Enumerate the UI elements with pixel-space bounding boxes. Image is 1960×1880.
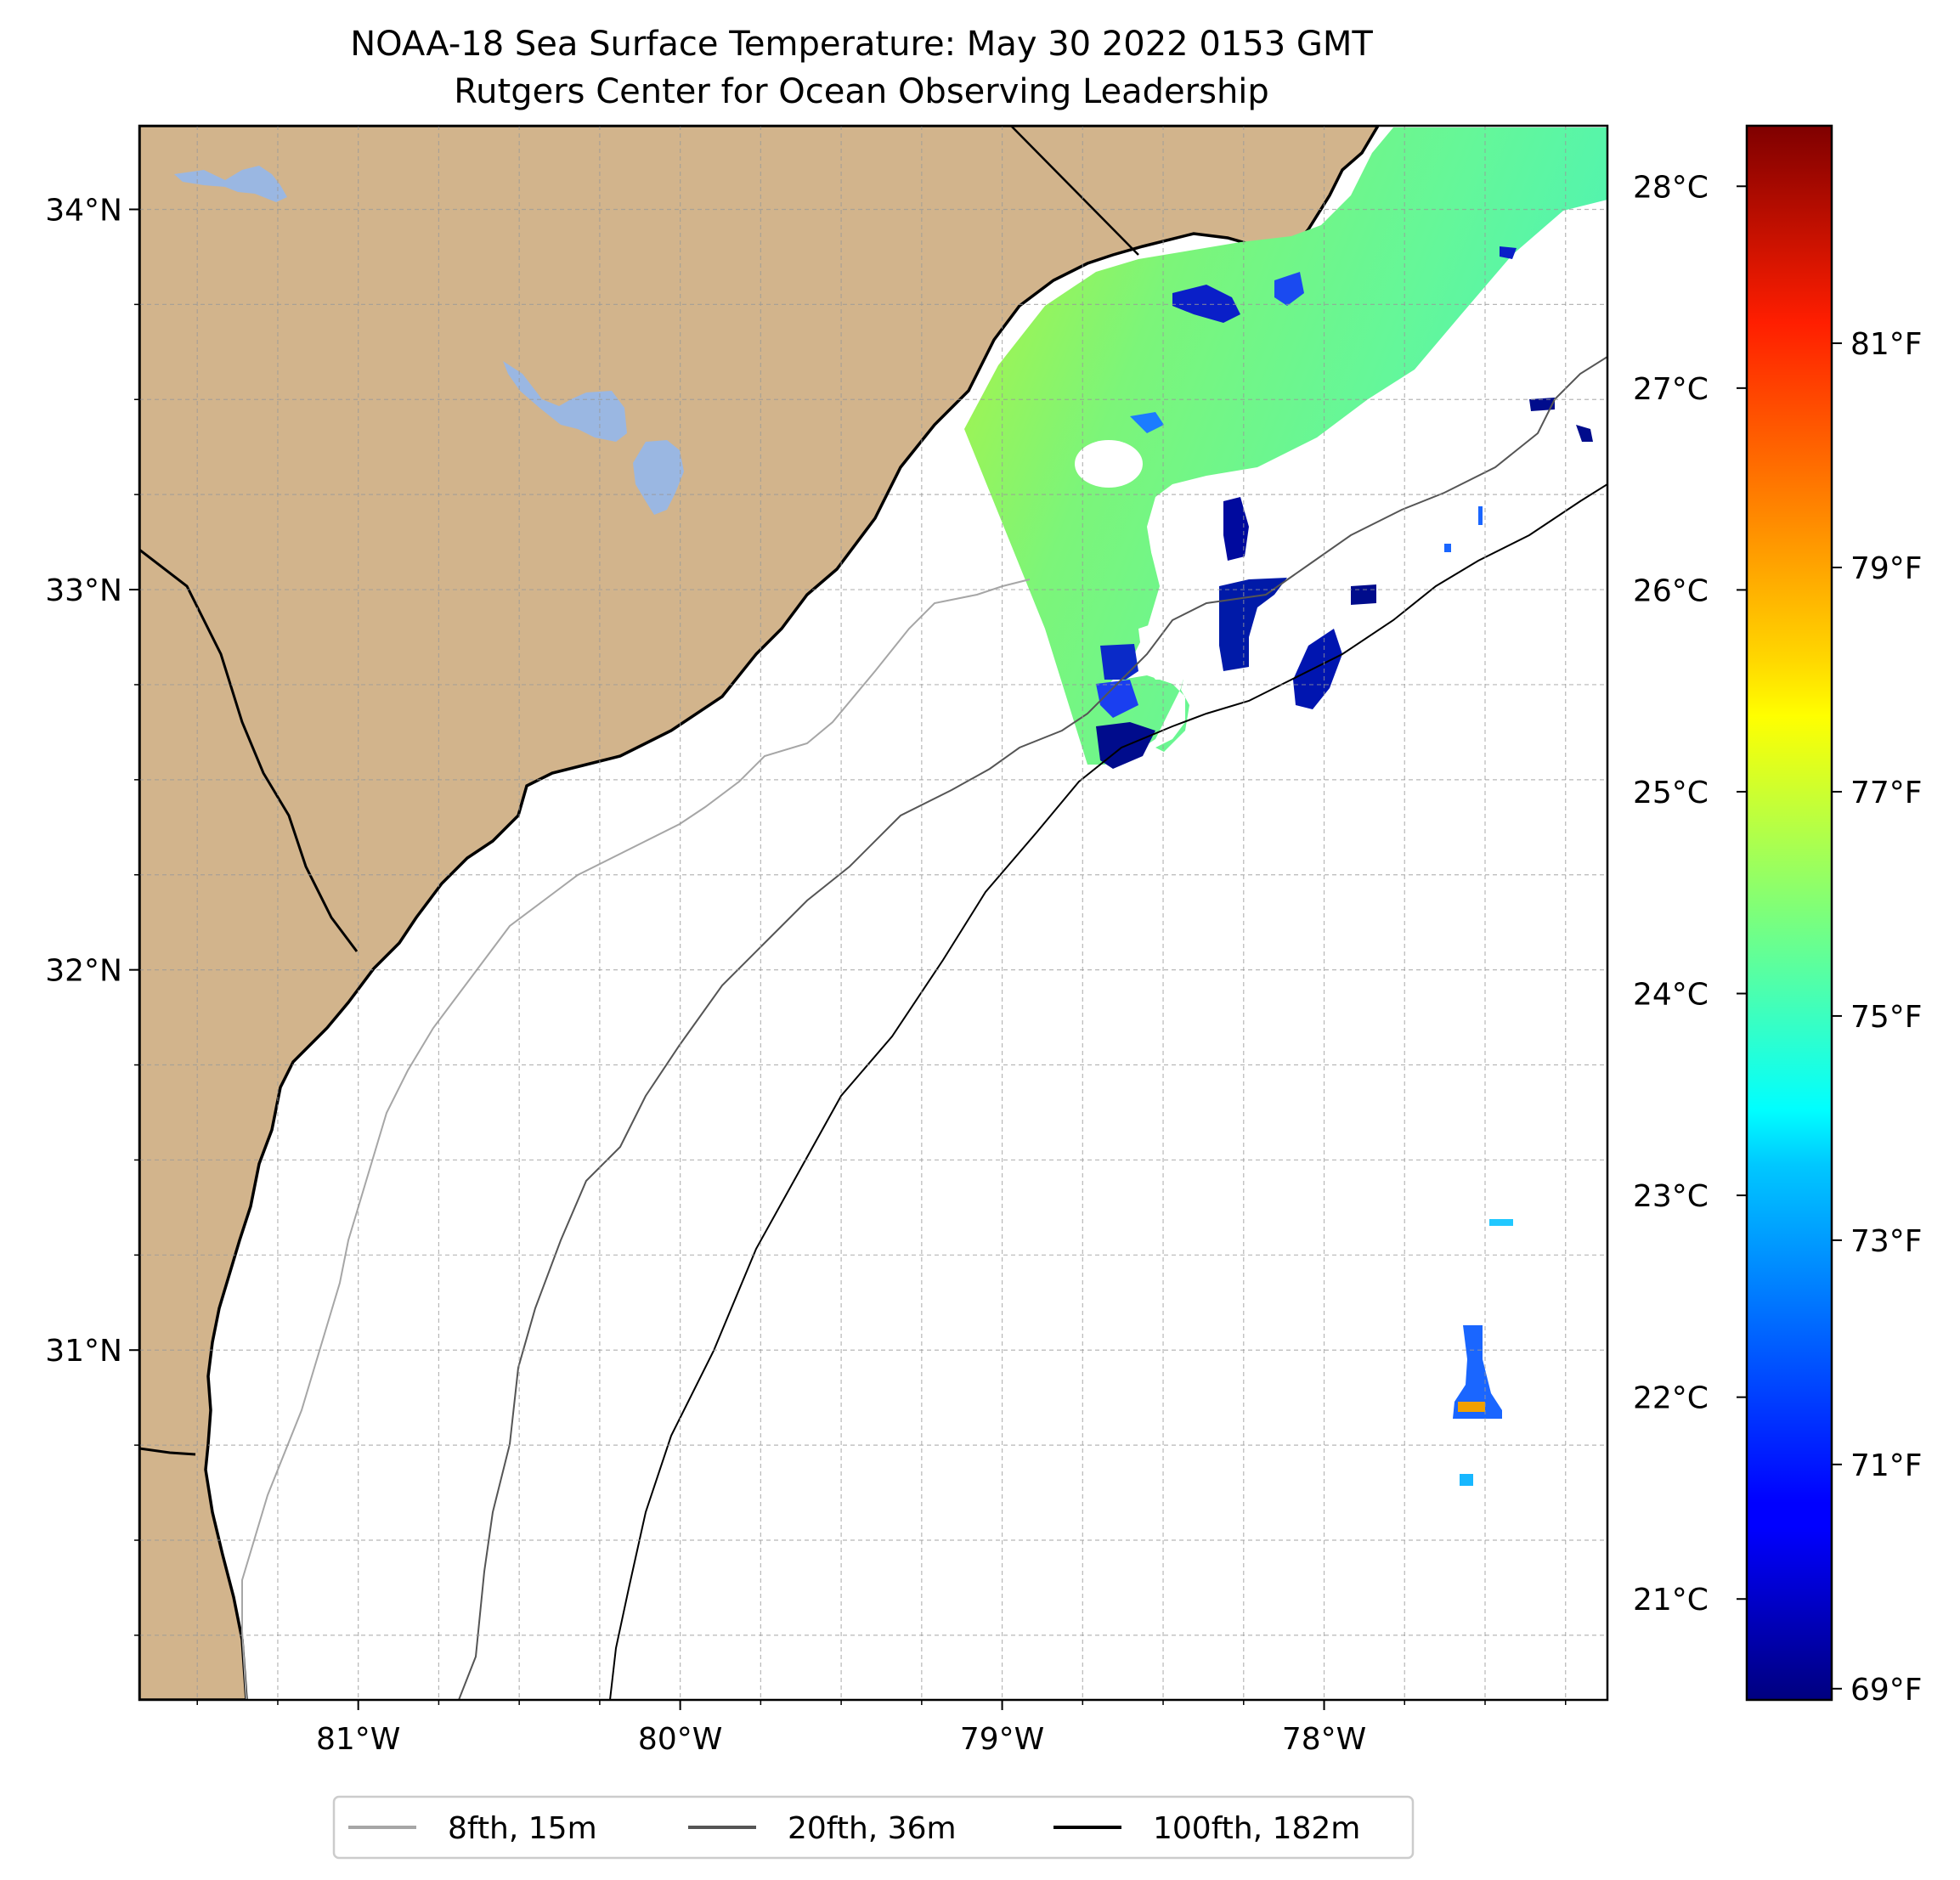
longitude-axis: 81°W 80°W 79°W 78°W bbox=[196, 1700, 1567, 1757]
river bbox=[139, 548, 359, 952]
legend-label: 20fth, 36m bbox=[788, 1811, 957, 1846]
celsius-tick-label: 23°C bbox=[1633, 1179, 1709, 1214]
sst-pixel bbox=[1460, 1474, 1473, 1486]
fahrenheit-tick-label: 69°F bbox=[1850, 1673, 1923, 1708]
sst-pixel bbox=[1453, 1325, 1502, 1419]
sst-pixel bbox=[1458, 1402, 1485, 1412]
map-frame bbox=[138, 124, 1609, 1702]
sst-cold-patch bbox=[1576, 425, 1593, 442]
latitude-axis: 34°N 33°N 32°N 31°N bbox=[45, 193, 139, 1636]
lon-tick-label: 81°W bbox=[316, 1722, 400, 1757]
sst-cold-patch bbox=[1130, 412, 1164, 433]
isobath-36m bbox=[458, 356, 1607, 1700]
figure-title: NOAA-18 Sea Surface Temperature: May 30 … bbox=[350, 25, 1373, 64]
sst-cold-patch bbox=[1293, 629, 1342, 709]
sst-gap bbox=[1151, 497, 1215, 595]
map-panel bbox=[139, 126, 1607, 1700]
fahrenheit-tick-label: 77°F bbox=[1850, 776, 1923, 810]
lat-tick-label: 34°N bbox=[45, 193, 122, 228]
fahrenheit-tick-label: 79°F bbox=[1850, 551, 1923, 586]
celsius-tick-label: 24°C bbox=[1633, 978, 1709, 1013]
land bbox=[139, 126, 1381, 1700]
legend-box bbox=[332, 1795, 1415, 1860]
lake-moultrie bbox=[633, 440, 684, 515]
legend-label: 100fth, 182m bbox=[1153, 1811, 1360, 1846]
sst-cold-patch bbox=[1223, 497, 1249, 561]
figure-subtitle: Rutgers Center for Ocean Observing Leade… bbox=[454, 72, 1269, 111]
sst-cold-patch bbox=[1500, 246, 1517, 259]
sst-cold-patch bbox=[1529, 398, 1555, 411]
fahrenheit-tick-label: 75°F bbox=[1850, 1000, 1923, 1035]
state-border bbox=[1010, 126, 1139, 256]
legend-entries: 8fth, 15m 20fth, 36m 100fth, 182m bbox=[348, 1811, 1360, 1846]
colorbar: 28°C 27°C 26°C 25°C 24°C 23°C 22°C 21°C 81°F 79°… bbox=[1633, 124, 1923, 1708]
lon-tick-label: 79°W bbox=[960, 1722, 1044, 1757]
celsius-tick-label: 27°C bbox=[1633, 372, 1709, 407]
colorbar-fahrenheit-axis: 81°F 79°F 77°F 75°F 73°F 71°F 69°F bbox=[1832, 327, 1923, 1708]
sst-cold-patch bbox=[1100, 644, 1138, 680]
sst-cold-patch bbox=[1172, 285, 1240, 323]
isobath-182m bbox=[609, 483, 1607, 1700]
celsius-tick-label: 25°C bbox=[1633, 776, 1709, 810]
state-border bbox=[139, 1447, 196, 1456]
celsius-tick-label: 28°C bbox=[1633, 170, 1709, 205]
sst-cold-patch bbox=[1274, 272, 1304, 306]
lon-tick-label: 78°W bbox=[1282, 1722, 1366, 1757]
colorbar-celsius-axis: 28°C 27°C 26°C 25°C 24°C 23°C 22°C 21°C bbox=[1633, 170, 1747, 1617]
lake-marion bbox=[503, 361, 627, 442]
fahrenheit-tick-label: 81°F bbox=[1850, 327, 1923, 362]
isobath-15m bbox=[241, 579, 1031, 1700]
gridlines bbox=[139, 126, 1607, 1700]
sst-gap bbox=[1075, 440, 1143, 488]
sst-gap bbox=[1138, 612, 1206, 680]
lon-tick-label: 80°W bbox=[638, 1722, 722, 1757]
colorbar-gradient bbox=[1745, 124, 1833, 1702]
lat-tick-label: 32°N bbox=[45, 954, 122, 989]
upper-lake bbox=[174, 166, 287, 202]
sst-swath bbox=[964, 127, 1607, 765]
sst-pixel bbox=[1489, 1219, 1513, 1226]
sst-cold-patch bbox=[1351, 584, 1376, 605]
celsius-tick-label: 21°C bbox=[1633, 1583, 1709, 1617]
celsius-tick-label: 22°C bbox=[1633, 1381, 1709, 1416]
lat-tick-label: 31°N bbox=[45, 1334, 122, 1369]
legend: 8fth, 15m 20fth, 36m 100fth, 182m bbox=[332, 1795, 1415, 1860]
sst-pixel bbox=[1444, 544, 1451, 552]
fahrenheit-tick-label: 71°F bbox=[1850, 1448, 1923, 1483]
sst-pixel bbox=[1478, 506, 1483, 525]
celsius-tick-label: 26°C bbox=[1633, 573, 1709, 608]
sst-cold-patch bbox=[1096, 680, 1138, 718]
fahrenheit-tick-label: 73°F bbox=[1850, 1224, 1923, 1259]
legend-label: 8fth, 15m bbox=[448, 1811, 597, 1846]
lat-tick-label: 33°N bbox=[45, 573, 122, 608]
sst-cold-patch bbox=[1219, 578, 1287, 671]
